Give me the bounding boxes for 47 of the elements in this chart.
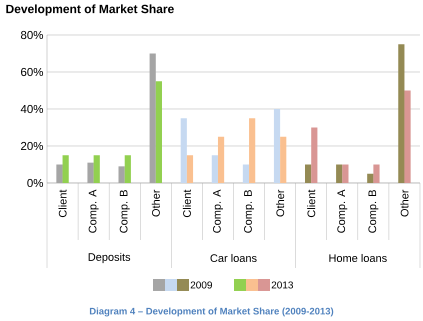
y-tick-label: 0% (27, 178, 44, 188)
x-tick-label: Client (182, 190, 191, 218)
x-tick-label: Comp. A (88, 190, 99, 233)
y-tick-label: 60% (21, 68, 44, 76)
bar (398, 44, 404, 183)
x-tick-label: Other (400, 190, 408, 217)
bar (242, 164, 250, 183)
x-tick-label: Client (58, 190, 67, 218)
text: Car loans (210, 254, 257, 262)
bar (274, 108, 280, 183)
bar (87, 162, 94, 183)
x-tick-label: Comp. B (120, 190, 130, 233)
bar (342, 164, 348, 183)
bar (404, 90, 411, 183)
x-tick-label: Other (276, 190, 284, 217)
bar (336, 164, 342, 183)
bar (305, 164, 312, 183)
bar (311, 127, 318, 183)
text: Home loans (329, 254, 387, 262)
bar (186, 155, 194, 183)
bar (56, 164, 63, 183)
x-tick-label: Comp. A (337, 190, 348, 233)
bar (280, 136, 286, 183)
x-tick-label: Client (307, 190, 316, 218)
bar (367, 174, 374, 183)
bar (180, 118, 187, 183)
x-tick-label: Comp. A (212, 190, 223, 233)
y-tick-label: 80% (20, 30, 44, 40)
x-tick-label: Other (152, 190, 160, 217)
bar (249, 118, 256, 183)
x-tick-label: Comp. B (244, 190, 254, 233)
legend-label: 2009 (190, 281, 212, 289)
chart-title: Development of Market Share (6, 4, 174, 16)
y-tick-label: 40% (20, 104, 44, 114)
bar (118, 166, 125, 183)
bar (94, 155, 100, 183)
bar (62, 155, 69, 183)
bar (373, 164, 380, 183)
bar (212, 155, 218, 183)
bar (218, 136, 224, 183)
legend-label: 2013 (272, 281, 294, 289)
text: Deposits (88, 252, 130, 264)
text: Diagram 4 – Development of Market Share (2009-2013) (90, 308, 334, 316)
x-tick-label: Comp. B (368, 190, 378, 233)
y-tick-label: 20% (21, 142, 44, 150)
bar (124, 155, 131, 183)
bar (156, 81, 162, 183)
